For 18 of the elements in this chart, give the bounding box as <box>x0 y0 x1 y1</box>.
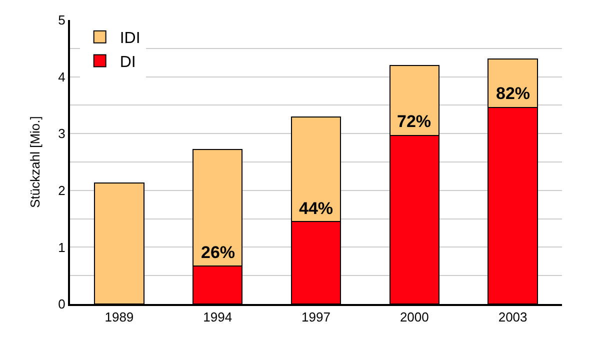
x-tick-label: 2003 <box>498 310 528 325</box>
y-tick-label: 2 <box>58 182 66 198</box>
y-tick-label: 1 <box>58 240 66 255</box>
legend-label: IDI <box>120 30 140 48</box>
x-tick-label: 1989 <box>104 310 134 325</box>
y-tick-label: 5 <box>58 12 66 28</box>
x-tick-label: 2000 <box>400 310 429 325</box>
annotation: 44% <box>299 199 334 218</box>
annotation: 82% <box>496 84 530 103</box>
annotation: 26% <box>201 243 236 262</box>
y-tick-label: 3 <box>58 126 66 142</box>
y-tick-label: 4 <box>58 69 66 84</box>
y-axis-title: Stückzahl [Mio.] <box>28 116 43 208</box>
legend-label: DI <box>120 54 136 71</box>
x-tick-label: 1997 <box>302 310 330 325</box>
y-tick-label: 0 <box>58 296 66 312</box>
x-tick-label: 1994 <box>203 310 232 325</box>
annotation: 72% <box>397 112 432 131</box>
